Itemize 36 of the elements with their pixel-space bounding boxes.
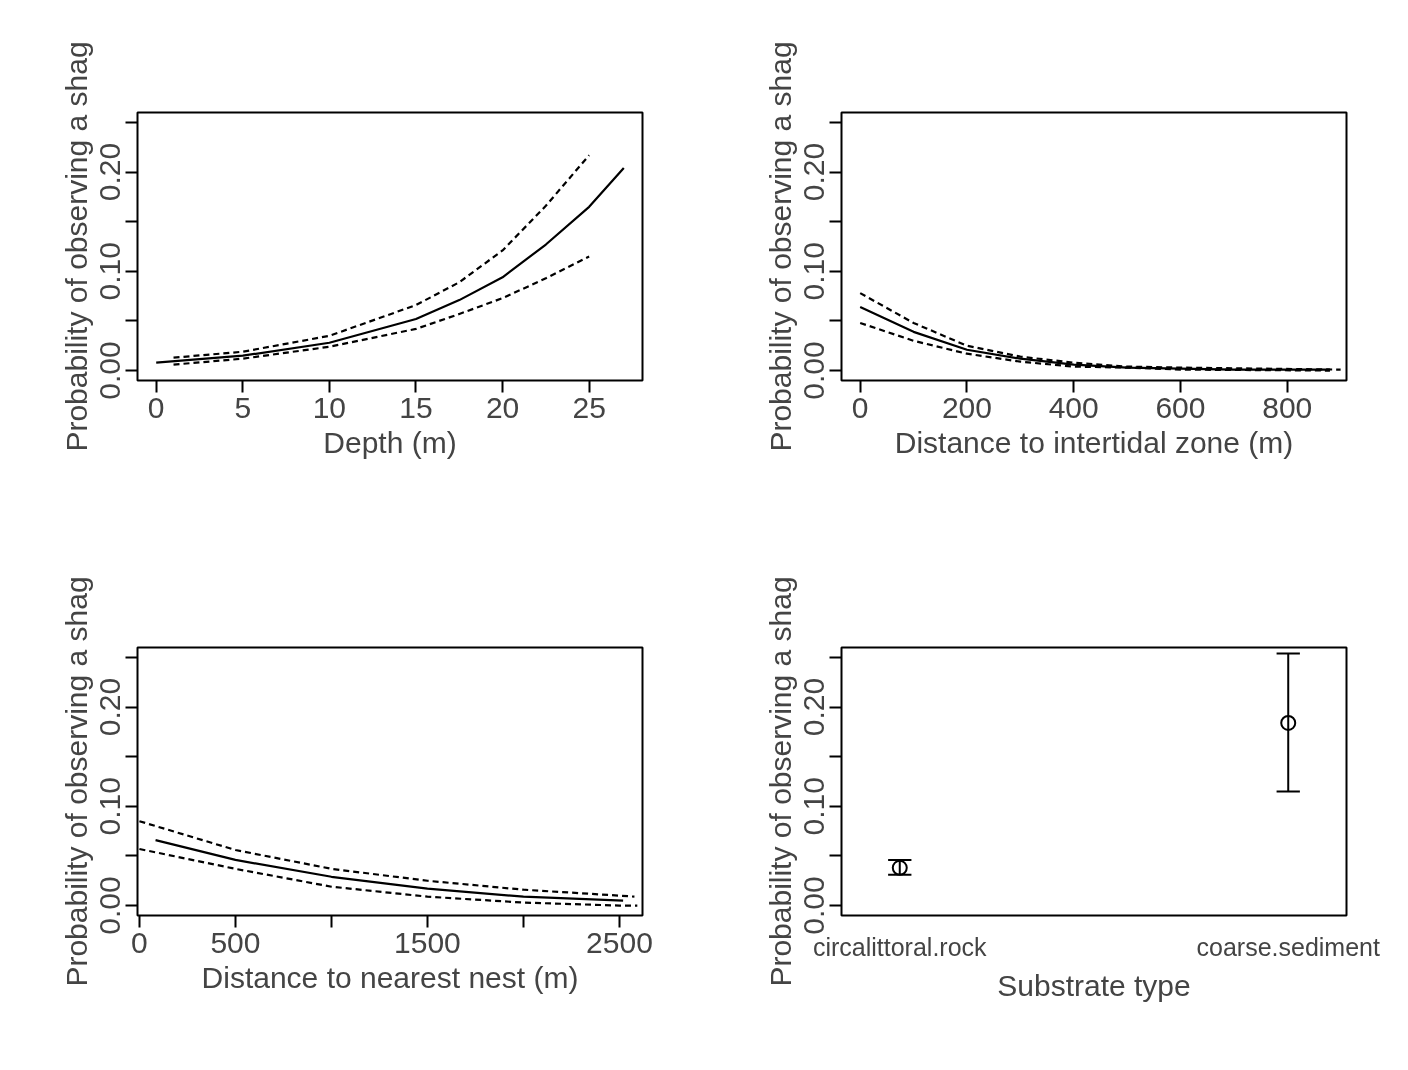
x-axis-title: Distance to nearest nest (m)	[201, 960, 579, 994]
x-tick-label: 10	[312, 390, 347, 424]
y-axis-title: Probability of observing a shag	[59, 41, 93, 452]
y-tick-label: 0.10	[93, 242, 127, 301]
x-tick-label: 0	[131, 925, 148, 959]
x-tick-label: 0	[147, 390, 165, 424]
y-tick-label: 0.00	[93, 341, 127, 400]
x-tick-label: 200	[941, 390, 992, 424]
y-tick-label: 0.20	[93, 142, 127, 202]
x-tick-label: 500	[210, 925, 261, 959]
x-tick-label: coarse.sediment	[1196, 932, 1380, 961]
x-tick-label: 400	[1048, 390, 1099, 424]
x-tick-label: 2500	[586, 925, 653, 959]
y-tick-label: 0.00	[797, 876, 831, 935]
x-tick-label: 20	[485, 390, 520, 424]
y-tick-label: 0.00	[93, 876, 127, 935]
x-tick-label: 600	[1155, 390, 1206, 424]
x-tick-label: 0	[851, 390, 869, 424]
x-tick-label: 800	[1262, 390, 1313, 424]
x-axis-title: Distance to intertidal zone (m)	[894, 425, 1294, 459]
y-tick-label: 0.10	[93, 777, 127, 836]
x-axis-title: Substrate type	[997, 968, 1191, 1002]
x-tick-label: 15	[399, 390, 433, 424]
y-axis-title: Probability of observing a shag	[763, 41, 797, 452]
x-tick-label: 25	[572, 390, 606, 424]
y-tick-label: 0.00	[797, 341, 831, 400]
x-axis-title: Depth (m)	[323, 425, 457, 459]
y-axis-title: Probability of observing a shag	[59, 576, 93, 987]
y-tick-label: 0.20	[797, 142, 831, 202]
y-tick-label: 0.10	[797, 242, 831, 301]
y-axis-title: Probability of observing a shag	[763, 576, 797, 987]
y-tick-label: 0.10	[797, 777, 831, 836]
y-tick-label: 0.20	[797, 677, 831, 737]
y-tick-label: 0.20	[93, 677, 127, 737]
x-tick-label: 1500	[394, 925, 461, 959]
x-tick-label: 5	[234, 390, 252, 424]
